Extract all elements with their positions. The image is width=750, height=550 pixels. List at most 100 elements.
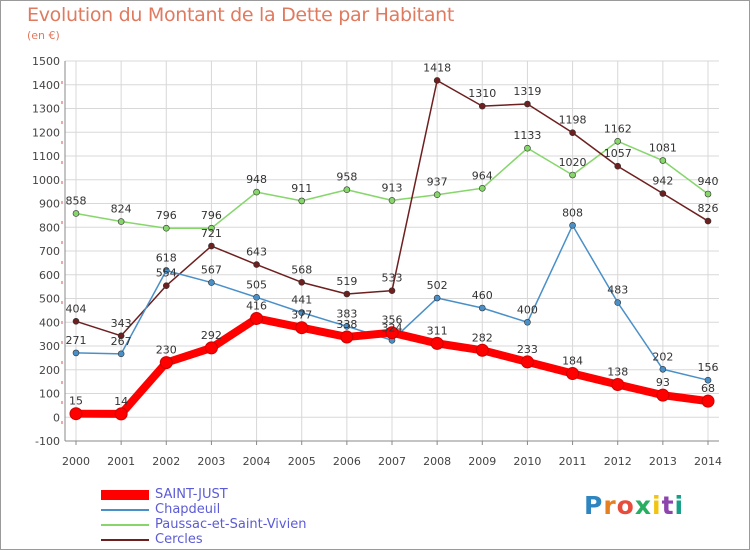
data-label: 505 [246, 278, 267, 291]
data-point [253, 261, 260, 268]
data-point [569, 171, 576, 179]
y-tick-label: 800 [39, 221, 60, 234]
data-label: 533 [382, 272, 403, 285]
data-label: 937 [427, 176, 448, 189]
data-label: 271 [66, 334, 87, 347]
data-point [385, 326, 399, 340]
data-point [569, 129, 576, 137]
data-point [659, 365, 667, 373]
data-label: 14 [114, 395, 128, 408]
y-tick-label: -100 [35, 435, 60, 448]
logo-letter: r [603, 491, 617, 520]
data-label: 567 [201, 264, 222, 277]
data-label: 1020 [559, 156, 587, 169]
x-tick-label: 2009 [468, 455, 496, 468]
data-label: 324 [382, 321, 403, 334]
x-tick-label: 2011 [559, 455, 587, 468]
data-label: 68 [701, 382, 715, 395]
x-tick-label: 2002 [152, 455, 180, 468]
data-point [614, 162, 622, 170]
chart-title: Evolution du Montant de la Dette par Hab… [27, 4, 455, 26]
data-label: 826 [698, 202, 719, 215]
data-label: 460 [472, 289, 493, 302]
data-point [524, 144, 531, 152]
data-label: 416 [246, 299, 267, 312]
data-point [704, 217, 712, 225]
data-label: 911 [291, 182, 312, 195]
y-tick-label: 1100 [32, 150, 60, 163]
legend-swatch [101, 490, 149, 500]
data-point [478, 304, 486, 312]
data-label: 796 [156, 209, 177, 222]
x-tick-label: 2013 [649, 455, 677, 468]
data-label: 282 [472, 331, 493, 344]
data-label: 1162 [604, 122, 632, 135]
data-label: 643 [246, 246, 267, 259]
y-tick-label: 1000 [32, 174, 60, 187]
x-tick-label: 2008 [423, 455, 451, 468]
data-label: 267 [111, 335, 132, 348]
chart-subtitle: (en €) [27, 29, 60, 42]
data-label: 519 [336, 275, 357, 288]
data-point [433, 191, 441, 199]
data-point [340, 330, 354, 344]
logo-letter: x [634, 491, 652, 520]
data-point [433, 294, 441, 302]
legend-label: Cercles [155, 532, 203, 547]
data-label: 338 [336, 318, 357, 331]
data-point [159, 356, 173, 370]
data-point [162, 267, 170, 274]
data-point [72, 210, 80, 217]
data-point [298, 279, 306, 286]
data-point [298, 197, 306, 205]
data-point [656, 388, 670, 402]
data-point [69, 407, 83, 421]
legend-label: Chapdeuil [155, 502, 221, 517]
data-label: 824 [111, 203, 132, 216]
data-point [298, 309, 306, 316]
data-point [566, 367, 580, 381]
data-label: 796 [201, 209, 222, 222]
data-point [524, 100, 531, 108]
x-tick-label: 2005 [288, 455, 316, 468]
data-point [659, 190, 667, 197]
x-tick-label: 2001 [107, 455, 135, 468]
data-label: 808 [562, 206, 583, 219]
data-label: 721 [201, 227, 222, 240]
data-point [208, 279, 215, 286]
data-label: 1057 [604, 147, 632, 160]
logo-letter: P [584, 491, 604, 520]
data-point [253, 294, 260, 301]
data-point [208, 242, 215, 250]
data-point [253, 188, 260, 196]
data-label: 400 [517, 303, 538, 316]
y-tick-label: 500 [39, 293, 60, 306]
y-tick-label: 1300 [32, 103, 60, 116]
data-point [162, 282, 170, 289]
data-label: 1319 [513, 85, 541, 98]
data-label: 184 [562, 355, 583, 368]
x-tick-label: 2003 [197, 455, 225, 468]
data-point [433, 77, 441, 84]
y-tick-label: 100 [39, 388, 60, 401]
data-point [117, 350, 125, 358]
y-tick-label: 1400 [32, 79, 60, 92]
data-point [475, 343, 489, 357]
data-point [162, 224, 170, 232]
logo-letter: i [674, 491, 685, 520]
x-tick-label: 2012 [604, 455, 632, 468]
data-point [343, 186, 351, 194]
data-point [659, 157, 667, 164]
legend-swatch [101, 509, 149, 511]
data-point [388, 287, 396, 294]
data-label: 356 [382, 314, 403, 327]
data-label: 383 [336, 307, 357, 320]
data-label: 958 [336, 171, 357, 184]
data-point [478, 185, 486, 192]
data-label: 230 [156, 344, 177, 357]
y-tick-label: 300 [39, 340, 60, 353]
data-label: 483 [607, 284, 628, 297]
x-tick-label: 2000 [62, 455, 90, 468]
